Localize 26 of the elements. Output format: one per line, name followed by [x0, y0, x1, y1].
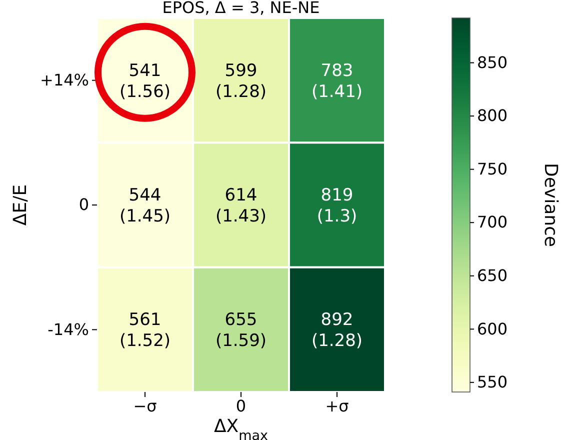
- x-axis-title: ΔX$_{max}$: [214, 416, 268, 440]
- data-label: 819 (1.3): [316, 186, 358, 226]
- chart-title: EPOS, Δ = 3, NE-NE: [162, 0, 320, 17]
- color-bar-label: 700: [477, 212, 508, 232]
- y-tick-label: -14%: [48, 320, 89, 339]
- color-bar-title: Deviance: [540, 163, 561, 247]
- data-label: 599 (1.28): [215, 60, 267, 102]
- color-bar-label: 600: [477, 319, 508, 338]
- color-bar-label: 650: [477, 266, 508, 285]
- color-bar-label: 800: [477, 106, 508, 126]
- color-bar-label: 850: [477, 52, 508, 72]
- data-label: 614 (1.43): [215, 186, 267, 226]
- y-tick-label: 0: [78, 195, 89, 214]
- data-label: 561 (1.52): [119, 310, 171, 352]
- data-label: 655 (1.59): [215, 310, 267, 352]
- data-label: 541 (1.56): [119, 60, 171, 102]
- x-tick-label: −σ: [133, 396, 157, 416]
- color-bar-label: 550: [477, 372, 508, 392]
- data-label: 783 (1.41): [311, 60, 363, 102]
- x-tick-label: 0: [236, 396, 246, 416]
- color-bar-label: 750: [477, 159, 508, 178]
- y-tick-label: +14%: [40, 70, 89, 90]
- data-label: 892 (1.28): [311, 310, 363, 352]
- data-label: 544 (1.45): [119, 186, 171, 226]
- y-axis-title: ΔE/E: [10, 184, 31, 226]
- x-tick-label: +σ: [325, 396, 349, 416]
